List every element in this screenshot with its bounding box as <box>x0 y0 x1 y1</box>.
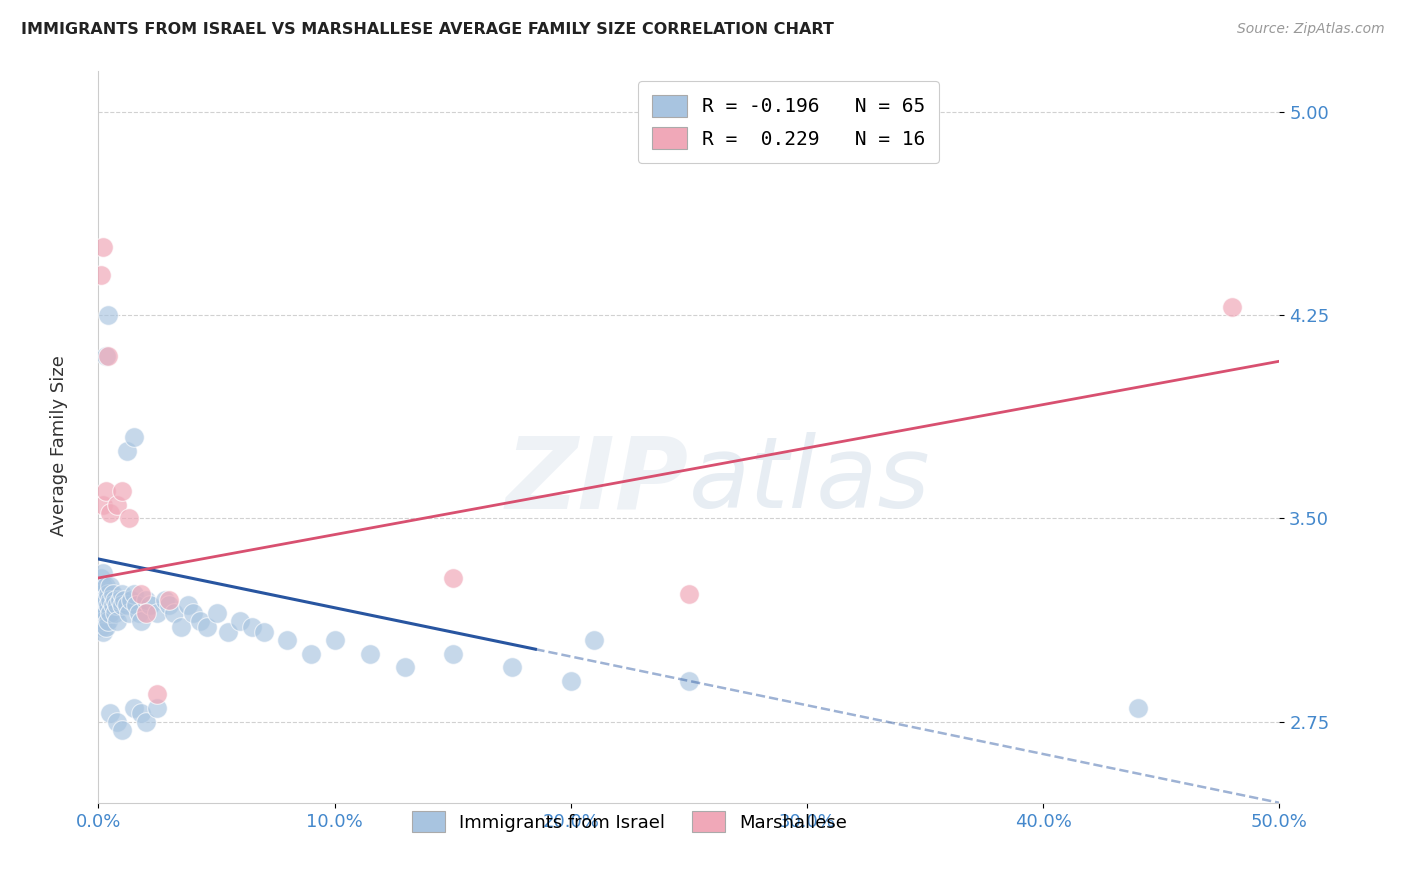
Point <box>188 615 211 629</box>
Point <box>118 606 141 620</box>
Point <box>205 606 228 620</box>
Point <box>583 633 606 648</box>
Point <box>678 587 700 601</box>
Point <box>128 606 150 620</box>
Point <box>501 660 523 674</box>
Point <box>105 598 128 612</box>
Text: atlas: atlas <box>689 433 931 530</box>
Point <box>94 592 117 607</box>
Point <box>94 620 117 634</box>
Point <box>98 606 121 620</box>
Point <box>177 598 200 612</box>
Point <box>1220 300 1243 314</box>
Point <box>105 714 128 729</box>
Point <box>94 349 117 363</box>
Point <box>139 598 162 612</box>
Point <box>115 598 138 612</box>
Point <box>105 615 128 629</box>
Point <box>122 430 145 444</box>
Point <box>135 714 157 729</box>
Point <box>276 633 298 648</box>
Point <box>135 592 157 607</box>
Point <box>229 615 252 629</box>
Point <box>91 579 114 593</box>
Point <box>91 625 114 640</box>
Point <box>90 571 112 585</box>
Point <box>94 606 117 620</box>
Point <box>90 598 112 612</box>
Point <box>91 598 114 612</box>
Point <box>97 308 120 322</box>
Point <box>91 566 114 580</box>
Point <box>98 706 121 721</box>
Point <box>146 688 169 702</box>
Point <box>1126 701 1149 715</box>
Point <box>91 498 114 512</box>
Point <box>98 592 121 607</box>
Point <box>125 598 148 612</box>
Point <box>146 606 169 620</box>
Point <box>101 587 124 601</box>
Point <box>181 606 204 620</box>
Point <box>90 587 112 601</box>
Point <box>94 579 117 593</box>
Point <box>112 592 135 607</box>
Point <box>170 620 193 634</box>
Point <box>299 647 322 661</box>
Point <box>91 615 114 629</box>
Point <box>97 587 120 601</box>
Point <box>94 484 117 499</box>
Point <box>323 633 346 648</box>
Point <box>560 673 582 688</box>
Point <box>121 592 143 607</box>
Point <box>240 620 263 634</box>
Point <box>129 615 152 629</box>
Point <box>135 606 157 620</box>
Point <box>97 598 120 612</box>
Point <box>111 587 134 601</box>
Legend: Immigrants from Israel, Marshallese: Immigrants from Israel, Marshallese <box>404 803 856 841</box>
Point <box>195 620 218 634</box>
Text: Source: ZipAtlas.com: Source: ZipAtlas.com <box>1237 22 1385 37</box>
Point <box>105 498 128 512</box>
Point <box>91 240 114 254</box>
Text: ZIP: ZIP <box>506 433 689 530</box>
Point <box>163 606 186 620</box>
Point <box>90 268 112 282</box>
Point <box>129 587 152 601</box>
Point <box>115 443 138 458</box>
Point <box>108 592 131 607</box>
Point <box>153 592 176 607</box>
Point <box>146 701 169 715</box>
Point <box>111 484 134 499</box>
Point <box>157 592 180 607</box>
Point <box>441 647 464 661</box>
Point <box>122 587 145 601</box>
Point <box>111 598 134 612</box>
Text: IMMIGRANTS FROM ISRAEL VS MARSHALLESE AVERAGE FAMILY SIZE CORRELATION CHART: IMMIGRANTS FROM ISRAEL VS MARSHALLESE AV… <box>21 22 834 37</box>
Point <box>359 647 381 661</box>
Point <box>90 606 112 620</box>
Point <box>129 706 152 721</box>
Point <box>118 511 141 525</box>
Point <box>91 592 114 607</box>
Point <box>157 598 180 612</box>
Text: Average Family Size: Average Family Size <box>51 356 67 536</box>
Point <box>97 615 120 629</box>
Point <box>122 701 145 715</box>
Point <box>441 571 464 585</box>
Point <box>90 620 112 634</box>
Point <box>111 723 134 737</box>
Point <box>98 579 121 593</box>
Point <box>104 606 127 620</box>
Point <box>217 625 239 640</box>
Point <box>97 349 120 363</box>
Point <box>253 625 276 640</box>
Point <box>678 673 700 688</box>
Point <box>98 506 121 520</box>
Point <box>104 592 127 607</box>
Point <box>394 660 416 674</box>
Point <box>101 598 124 612</box>
